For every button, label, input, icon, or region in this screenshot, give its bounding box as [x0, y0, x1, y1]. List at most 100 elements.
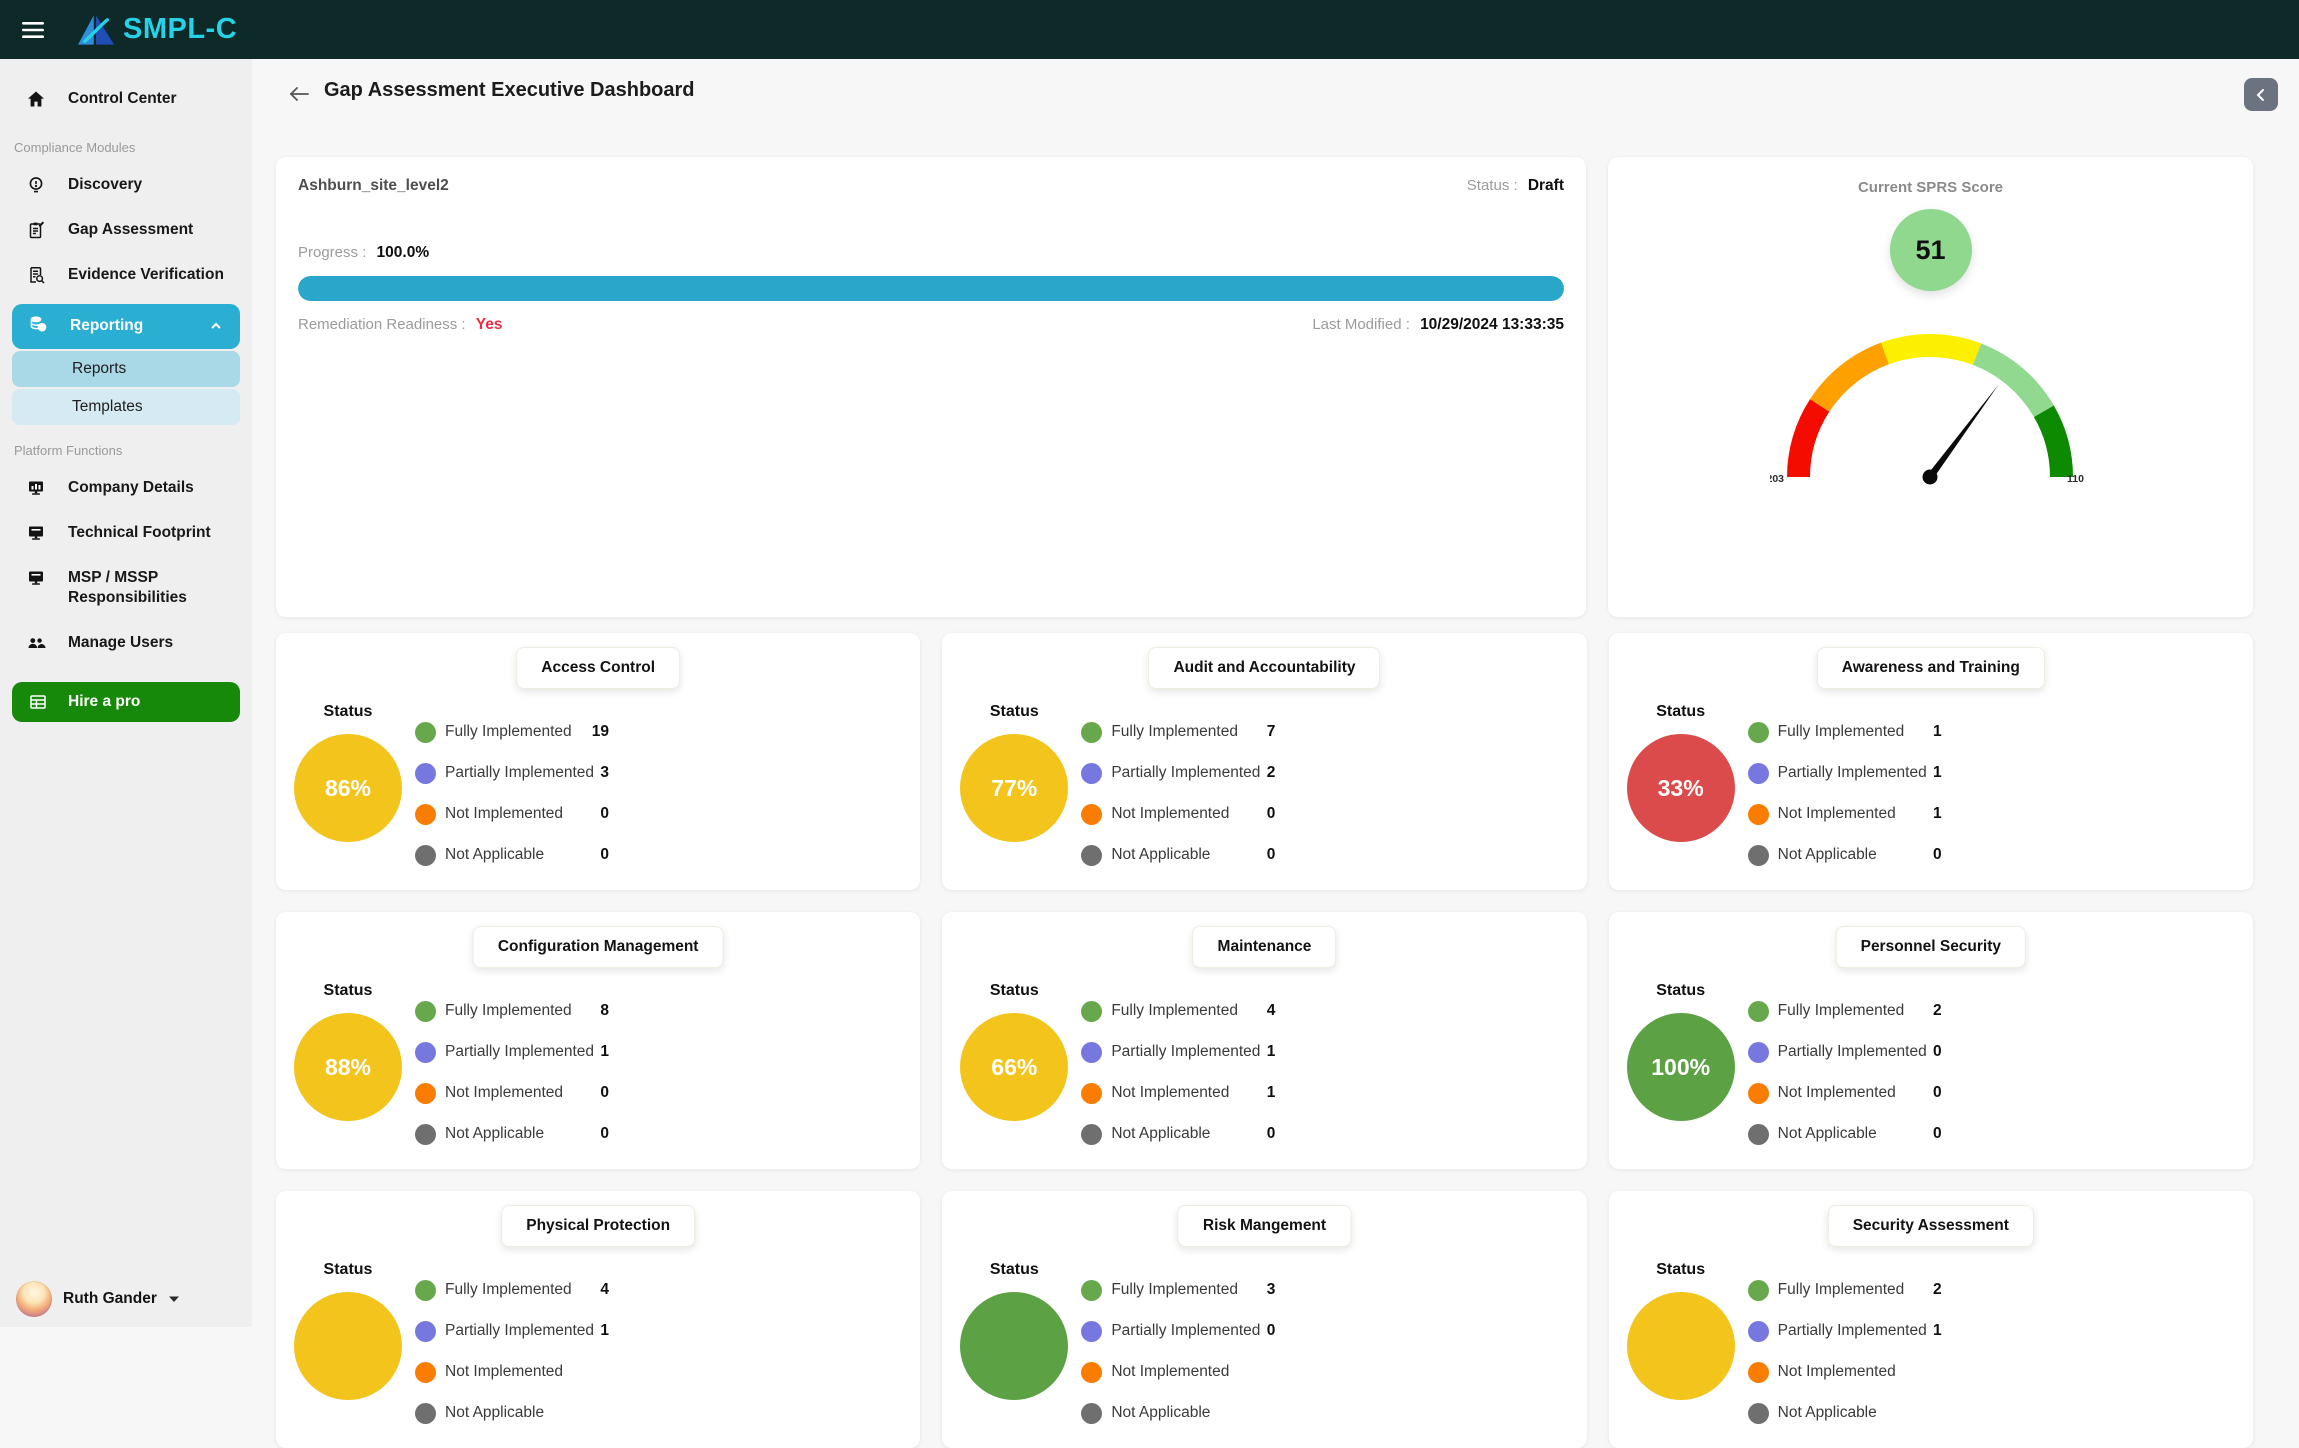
legend-count: 0 [1266, 1125, 1276, 1142]
legend-row: Fully Implemented 8 [415, 998, 609, 1024]
users-icon [26, 633, 46, 653]
legend-label: Not Applicable [445, 846, 545, 863]
collapse-panel-button[interactable] [2244, 78, 2278, 111]
legend-label: Fully Implemented [1111, 1281, 1238, 1298]
category-title-chip: Awareness and Training [1816, 647, 2045, 689]
sidebar-item-evidence-verification[interactable]: Evidence Verification [0, 253, 252, 298]
status-field: Status : Draft [1467, 177, 1564, 195]
caret-down-icon [168, 1295, 180, 1303]
sidebar-item-reports[interactable]: Reports [12, 350, 240, 387]
legend-count: 3 [1266, 1281, 1276, 1298]
category-card: Audit and Accountability Status 77% Full… [942, 633, 1587, 890]
legend-row: Partially Implemented 2 [1081, 760, 1275, 786]
user-menu[interactable]: Ruth Gander [16, 1281, 180, 1317]
percent-circle: 33% [1626, 734, 1735, 842]
avatar [16, 1281, 52, 1317]
sidebar-item-gap-assessment[interactable]: Gap Assessment [0, 208, 252, 253]
legend-row: Partially Implemented 1 [415, 1039, 609, 1065]
list-grid-icon [28, 692, 48, 712]
status-dot-icon [1081, 1082, 1103, 1104]
category-title-chip: Configuration Management [472, 926, 724, 968]
legend-row: Fully Implemented 2 [1747, 1277, 1942, 1303]
sidebar-item-label: Technical Footprint [68, 523, 211, 541]
status-dot-icon [1747, 1000, 1769, 1022]
user-name: Ruth Gander [63, 1290, 157, 1307]
sidebar-item-reporting[interactable]: Reporting [12, 303, 240, 349]
legend-label: Not Implemented [1111, 805, 1230, 822]
legend-label: Not Implemented [1111, 1084, 1230, 1101]
progress-field: Progress : 100.0% [298, 244, 1564, 262]
last-modified-field: Last Modified : 10/29/2024 13:33:35 [1312, 316, 1564, 334]
sidebar-item-manage-users[interactable]: Manage Users [0, 621, 252, 666]
status-dot-icon [1081, 1041, 1103, 1063]
back-arrow-button[interactable] [284, 81, 314, 110]
legend-count: 1 [1266, 1043, 1276, 1060]
legend-label: Fully Implemented [445, 1002, 572, 1019]
legend-label: Fully Implemented [1777, 1002, 1905, 1019]
sidebar-item-msp-mssp[interactable]: MSP / MSSP Responsibilities [0, 556, 252, 622]
legend-row: Fully Implemented 19 [415, 719, 609, 745]
hamburger-menu-icon[interactable] [16, 16, 50, 44]
logo-text: SMPL-C [123, 13, 238, 45]
status-dot-icon [415, 803, 436, 825]
percent-value: 100% [1651, 1053, 1711, 1080]
percent-circle: 77% [960, 734, 1069, 842]
legend-row: Partially Implemented 1 [415, 1318, 609, 1344]
legend-label: Partially Implemented [1111, 1043, 1261, 1060]
remediation-field: Remediation Readiness : Yes [298, 316, 503, 334]
lightbulb-icon [26, 175, 46, 195]
hire-a-pro-button[interactable]: Hire a pro [12, 682, 240, 723]
category-title-chip: Maintenance [1192, 926, 1337, 968]
legend-row: Not Applicable [1081, 1400, 1275, 1426]
legend-row: Not Implemented 1 [1081, 1080, 1275, 1106]
page-title: Gap Assessment Executive Dashboard [324, 79, 695, 101]
category-title-chip: Personnel Security [1835, 926, 2027, 968]
gauge-needle [1926, 384, 1999, 479]
category-cards-grid: Access Control Status 86% Fully Implemen… [276, 633, 2253, 1448]
coins-icon [28, 314, 48, 339]
app-logo[interactable]: SMPL-C [76, 12, 237, 48]
legend-label: Not Applicable [1777, 846, 1877, 863]
sidebar-item-label: Manage Users [68, 634, 174, 652]
status-heading: Status [989, 982, 1039, 999]
legend-label: Not Applicable [1111, 846, 1211, 863]
sprs-score-badge: 51 [1889, 209, 1972, 291]
legend-label: Not Implemented [1777, 1084, 1896, 1101]
remediation-value: Yes [475, 316, 503, 333]
percent-circle: 86% [294, 734, 402, 842]
legend-count: 1 [600, 1322, 609, 1339]
legend-row: Partially Implemented 1 [1747, 760, 1942, 786]
status-dot-icon [1081, 1000, 1103, 1022]
progress-label: Progress : [298, 244, 367, 261]
status-dot-icon [415, 1320, 436, 1342]
sidebar-item-templates[interactable]: Templates [12, 388, 240, 425]
legend-count: 0 [1266, 846, 1276, 863]
status-dot-icon [1747, 1123, 1769, 1145]
status-value: Draft [1527, 177, 1564, 194]
gauge-min-label: -203 [1770, 473, 1784, 485]
status-dot-icon [1747, 844, 1769, 866]
legend-count: 0 [1933, 1043, 1942, 1060]
legend-label: Partially Implemented [445, 764, 595, 781]
sidebar-item-technical-footprint[interactable]: Technical Footprint [0, 511, 252, 556]
legend-count: 2 [1933, 1002, 1942, 1019]
status-legend: Fully Implemented 4 Partially Implemented 1… [415, 1277, 609, 1426]
status-dot-icon [415, 1123, 436, 1145]
percent-circle [1626, 1292, 1735, 1400]
percent-circle: 66% [960, 1013, 1069, 1121]
legend-count: 1 [600, 1043, 609, 1060]
sidebar-item-company-details[interactable]: Company Details [0, 466, 252, 511]
legend-count: 0 [600, 846, 609, 863]
status-heading: Status [323, 703, 373, 720]
legend-label: Not Implemented [445, 1363, 564, 1380]
status-dot-icon [415, 1361, 436, 1383]
gauge-max-label: 110 [2067, 473, 2084, 485]
sprs-gauge: -203 110 [1762, 317, 2092, 496]
status-dot-icon [1081, 1320, 1103, 1342]
legend-row: Not Applicable 0 [1081, 1121, 1275, 1147]
legend-count: 1 [1266, 1084, 1276, 1101]
percent-circle [294, 1292, 402, 1400]
sidebar-item-discovery[interactable]: Discovery [0, 163, 252, 208]
status-legend: Fully Implemented 3 Partially Implemented 0… [1081, 1277, 1275, 1426]
sidebar-item-control-center[interactable]: Control Center [0, 77, 252, 122]
